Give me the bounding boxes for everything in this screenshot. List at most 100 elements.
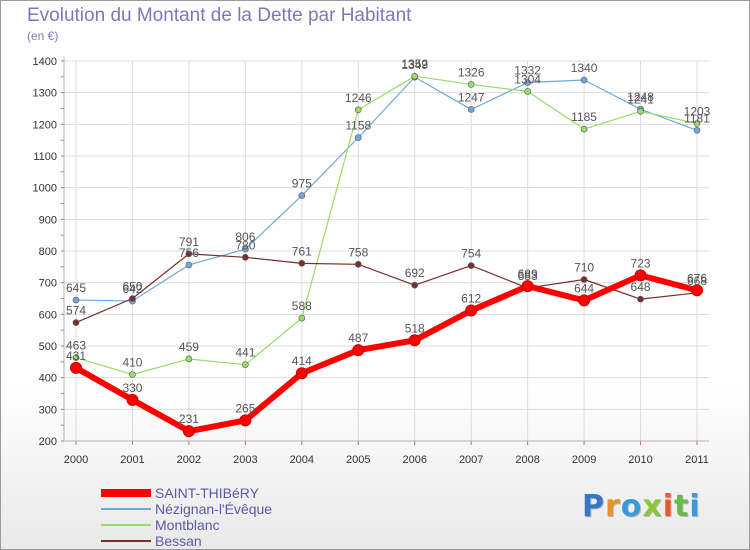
data-label: 645 — [66, 281, 86, 295]
data-label: 1185 — [571, 110, 597, 124]
chart-subtitle: (en €) — [27, 29, 59, 43]
data-label: 1248 — [627, 90, 654, 104]
data-label: 431 — [66, 349, 86, 363]
data-point — [354, 134, 362, 141]
axes: 200 300 400 500 600 700 800 900 1000 1100 1200 1300… — [33, 56, 709, 466]
data-label: 975 — [292, 177, 312, 191]
data-label: 441 — [235, 346, 255, 360]
x-tick-label: 2005 — [346, 454, 370, 466]
y-tick-label: 200 — [39, 436, 57, 448]
data-point — [411, 72, 419, 80]
data-label: 689 — [518, 267, 538, 281]
legend-label: SAINT-THIBéRY — [155, 485, 259, 501]
data-point — [691, 284, 703, 297]
y-tick-label: 1200 — [33, 119, 57, 131]
data-point — [467, 262, 475, 269]
data-label: 650 — [122, 280, 142, 294]
data-point — [354, 260, 362, 268]
data-label: 806 — [235, 230, 255, 244]
legend-item: SAINT-THIBéRY — [101, 485, 361, 501]
legend-swatch — [101, 489, 151, 497]
data-point — [242, 245, 249, 253]
data-label: 1246 — [345, 91, 372, 105]
data-point — [467, 81, 475, 88]
proxiti-logo: Proxiti — [582, 489, 701, 524]
data-point — [129, 295, 136, 302]
data-point — [354, 106, 362, 114]
data-point — [580, 76, 588, 84]
data-label: 414 — [292, 354, 312, 368]
data-point — [298, 314, 306, 322]
data-label: 710 — [574, 261, 594, 275]
x-tick-label: 2002 — [177, 454, 201, 466]
data-label: 1203 — [684, 104, 711, 118]
data-label: 1326 — [458, 65, 485, 79]
data-point — [185, 261, 193, 269]
data-label: 1349 — [401, 58, 428, 72]
logo-letter: t — [674, 489, 690, 524]
x-tick-label: 2008 — [515, 454, 539, 466]
y-tick-label: 1000 — [33, 183, 57, 195]
data-point — [693, 127, 701, 134]
series-line — [75, 75, 698, 376]
data-label: 676 — [687, 271, 707, 285]
data-labels: 431 330 231 265 414 487 518 612 689 644 723 676 645 6… — [66, 57, 711, 426]
legend-item: Bessan — [101, 533, 361, 549]
legend: SAINT-THIBéRY Nézignan-l'Évêque Montblanc B… — [101, 485, 361, 549]
data-point — [298, 260, 306, 267]
data-label: 1352 — [401, 57, 428, 71]
data-label: 644 — [574, 281, 594, 295]
legend-item: Nézignan-l'Évêque — [101, 501, 361, 517]
grid — [64, 60, 709, 442]
data-point — [242, 254, 249, 261]
chart-title: Evolution du Montant de la Dette par Hab… — [27, 5, 412, 26]
series-line — [75, 253, 698, 324]
data-point — [637, 295, 644, 303]
data-point — [521, 280, 534, 293]
y-tick-label: 500 — [39, 341, 57, 353]
data-label: 780 — [235, 238, 255, 252]
data-point — [580, 276, 588, 283]
data-label: 265 — [235, 401, 255, 415]
data-label: 723 — [631, 256, 651, 270]
logo-letter: o — [620, 489, 643, 524]
data-label: 642 — [122, 282, 142, 296]
data-label: 754 — [461, 247, 481, 261]
data-label: 761 — [292, 244, 312, 258]
data-point — [634, 269, 647, 282]
data-label: 791 — [179, 235, 199, 249]
data-point — [580, 125, 588, 133]
data-point — [242, 361, 249, 368]
y-tick-label: 300 — [39, 404, 57, 416]
data-label: 1332 — [514, 64, 541, 78]
series-line — [75, 76, 698, 302]
data-point — [467, 106, 475, 113]
y-tick-label: 1300 — [33, 88, 57, 100]
logo-letter: i — [689, 489, 701, 524]
data-point — [411, 281, 419, 289]
data-label: 487 — [348, 331, 368, 345]
data-point — [352, 344, 365, 357]
data-label: 692 — [405, 266, 425, 280]
series-line — [73, 272, 700, 435]
data-point — [239, 414, 252, 427]
x-tick-label: 2003 — [233, 454, 257, 466]
data-label: 758 — [348, 245, 368, 259]
data-label: 648 — [631, 280, 651, 294]
data-point — [693, 120, 701, 127]
data-label: 1304 — [514, 72, 541, 86]
series-lines — [70, 72, 703, 438]
data-label: 459 — [179, 340, 199, 354]
data-point — [298, 192, 306, 199]
data-point — [408, 334, 421, 347]
data-label: 518 — [405, 321, 425, 335]
data-label: 1241 — [627, 92, 654, 106]
data-label: 463 — [66, 339, 86, 353]
data-point — [72, 296, 80, 304]
data-point — [524, 88, 531, 95]
legend-item: Montblanc — [101, 517, 361, 533]
data-label: 1247 — [458, 90, 485, 104]
data-label: 756 — [179, 246, 199, 260]
